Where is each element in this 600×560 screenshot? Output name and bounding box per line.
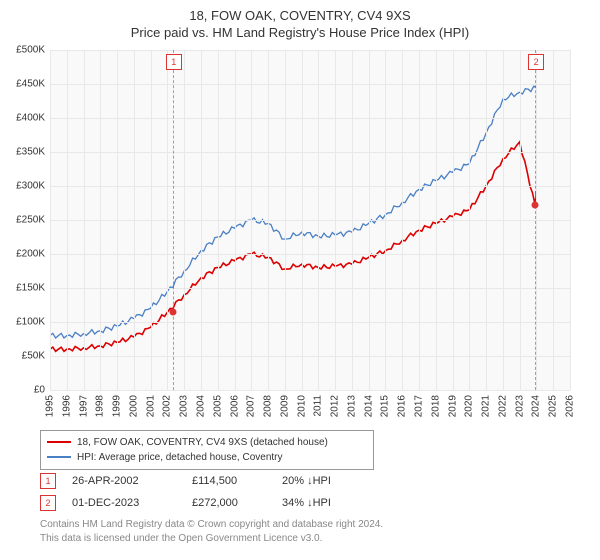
x-tick-label: 2022 — [497, 395, 508, 417]
x-tick-label: 2024 — [531, 395, 542, 417]
x-tick-label: 1996 — [61, 395, 72, 417]
x-tick-label: 2023 — [514, 395, 525, 417]
x-tick-label: 2005 — [212, 395, 223, 417]
sale-date: 01-DEC-2023 — [72, 497, 192, 509]
legend-row-1: 18, FOW OAK, COVENTRY, CV4 9XS (detached… — [47, 435, 367, 450]
legend-label-2: HPI: Average price, detached house, Cove… — [77, 452, 283, 463]
arrow-down-icon — [304, 497, 313, 509]
x-tick-label: 2008 — [263, 395, 274, 417]
x-tick-label: 2011 — [313, 395, 324, 417]
x-tick-label: 2000 — [128, 395, 139, 417]
x-tick-label: 2026 — [565, 395, 576, 417]
sale-price: £114,500 — [192, 475, 282, 487]
y-tick-label: £0 — [34, 385, 45, 396]
series-property — [50, 142, 537, 351]
sale-price: £272,000 — [192, 497, 282, 509]
y-tick-label: £150K — [16, 283, 45, 294]
sale-pct: 20%HPI — [282, 475, 392, 487]
sale-row: 2 01-DEC-2023 £272,000 34%HPI — [40, 492, 392, 514]
x-tick-label: 1999 — [112, 395, 123, 417]
x-tick-label: 2004 — [195, 395, 206, 417]
sale-marker-1: 1 — [40, 473, 56, 489]
x-tick-label: 2010 — [296, 395, 307, 417]
x-tick-label: 2006 — [229, 395, 240, 417]
sale-marker-flag: 2 — [528, 54, 544, 70]
legend-swatch-2 — [47, 456, 71, 458]
y-tick-label: £350K — [16, 147, 45, 158]
y-tick-label: £100K — [16, 317, 45, 328]
sale-date: 26-APR-2002 — [72, 475, 192, 487]
legend: 18, FOW OAK, COVENTRY, CV4 9XS (detached… — [40, 430, 374, 470]
sale-pct: 34%HPI — [282, 497, 392, 509]
legend-row-2: HPI: Average price, detached house, Cove… — [47, 450, 367, 465]
x-tick-label: 1998 — [95, 395, 106, 417]
chart-container: 18, FOW OAK, COVENTRY, CV4 9XS Price pai… — [0, 0, 600, 560]
x-tick-label: 2020 — [464, 395, 475, 417]
y-tick-label: £300K — [16, 181, 45, 192]
x-tick-label: 2021 — [481, 395, 492, 417]
sale-marker-2: 2 — [40, 495, 56, 511]
x-tick-label: 2019 — [447, 395, 458, 417]
x-tick-label: 2002 — [162, 395, 173, 417]
footer-line2: This data is licensed under the Open Gov… — [40, 532, 383, 546]
y-tick-label: £200K — [16, 249, 45, 260]
x-tick-label: 2013 — [346, 395, 357, 417]
y-tick-label: £450K — [16, 79, 45, 90]
footer-line1: Contains HM Land Registry data © Crown c… — [40, 518, 383, 532]
sale-marker-flag: 1 — [166, 54, 182, 70]
x-tick-label: 1997 — [78, 395, 89, 417]
plot-area: £0£50K£100K£150K£200K£250K£300K£350K£400… — [50, 50, 570, 390]
y-tick-label: £400K — [16, 113, 45, 124]
legend-swatch-1 — [47, 441, 71, 443]
x-tick-label: 2018 — [430, 395, 441, 417]
x-tick-label: 2007 — [246, 395, 257, 417]
x-tick-label: 1995 — [45, 395, 56, 417]
arrow-down-icon — [304, 475, 313, 487]
sale-dot — [532, 202, 539, 209]
y-tick-label: £50K — [22, 351, 45, 362]
x-tick-label: 2003 — [179, 395, 190, 417]
legend-label-1: 18, FOW OAK, COVENTRY, CV4 9XS (detached… — [77, 437, 328, 448]
x-tick-label: 2017 — [414, 395, 425, 417]
footer: Contains HM Land Registry data © Crown c… — [40, 518, 383, 545]
x-tick-label: 2016 — [397, 395, 408, 417]
sale-dot — [169, 309, 176, 316]
x-tick-label: 2001 — [145, 395, 156, 417]
x-tick-label: 2014 — [363, 395, 374, 417]
x-tick-label: 2015 — [380, 395, 391, 417]
x-tick-label: 2009 — [279, 395, 290, 417]
sales-table: 1 26-APR-2002 £114,500 20%HPI 2 01-DEC-2… — [40, 470, 392, 514]
y-tick-label: £500K — [16, 45, 45, 56]
chart-title-line2: Price paid vs. HM Land Registry's House … — [0, 23, 600, 40]
chart-title-line1: 18, FOW OAK, COVENTRY, CV4 9XS — [0, 0, 600, 23]
sale-row: 1 26-APR-2002 £114,500 20%HPI — [40, 470, 392, 492]
x-tick-label: 2025 — [548, 395, 559, 417]
x-tick-label: 2012 — [330, 395, 341, 417]
y-tick-label: £250K — [16, 215, 45, 226]
